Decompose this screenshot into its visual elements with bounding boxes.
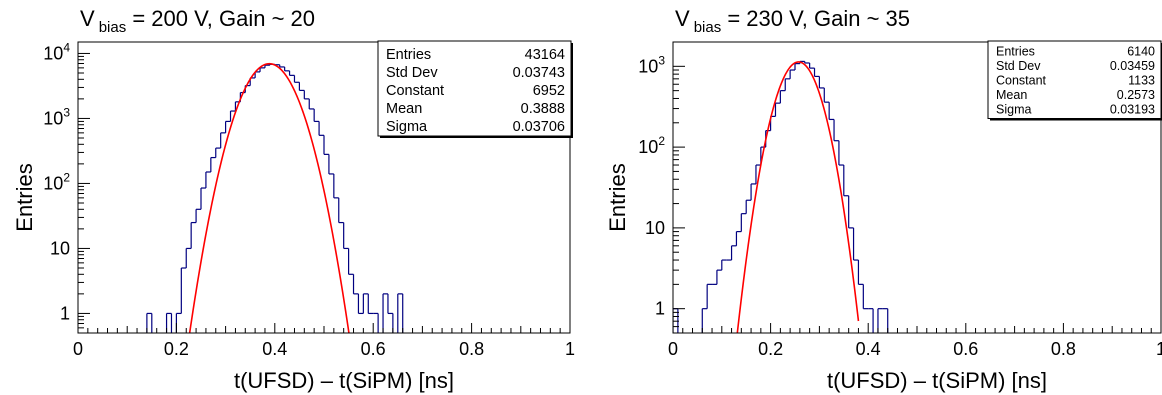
chart2-stats-label: Sigma <box>996 103 1031 117</box>
chart2-x-tick-label: 0.8 <box>1051 339 1076 359</box>
chart1-stats-value: 43164 <box>525 47 565 63</box>
chart1-stats-value: 0.03706 <box>513 119 565 135</box>
chart1-x-tick-label: 0.4 <box>262 339 287 359</box>
chart2-x-tick-label: 1 <box>1156 339 1162 359</box>
chart2-stats-label: Std Dev <box>996 59 1041 73</box>
chart2-fit-curve <box>736 61 860 333</box>
chart2-stats-label: Constant <box>996 74 1047 88</box>
chart2-stats-label: Entries <box>996 45 1035 59</box>
chart2-stats-value: 0.03193 <box>1110 103 1155 117</box>
chart1-y-axis-label: Entries <box>12 163 37 231</box>
chart2-x-tick-label: 0.2 <box>758 339 783 359</box>
chart1-x-tick-label: 0.6 <box>361 339 386 359</box>
chart2-stats-label: Mean <box>996 88 1027 102</box>
chart1-y-tick-label: 102 <box>43 170 70 193</box>
chart1-stats-label: Sigma <box>386 119 428 135</box>
chart1-y-tick-label: 10 <box>50 238 70 258</box>
chart2-x-tick-label: 0.6 <box>953 339 978 359</box>
chart2-stats-value: 1133 <box>1128 74 1155 88</box>
chart1-x-tick-label: 0 <box>73 339 83 359</box>
chart2-y-tick-label: 1 <box>655 299 665 319</box>
chart2-x-axis-label: t(UFSD) – t(SiPM) [ns] <box>827 368 1047 393</box>
chart2-y-tick-label: 102 <box>638 134 665 157</box>
chart1-stats-label: Std Dev <box>386 65 438 81</box>
chart1-x-axis-label: t(UFSD) – t(SiPM) [ns] <box>234 368 454 393</box>
chart2-x-tick-label: 0 <box>668 339 678 359</box>
chart2-stats-value: 6140 <box>1127 45 1155 59</box>
chart1-stats-value: 6952 <box>533 83 565 99</box>
chart1-y-tick-label: 1 <box>60 303 70 323</box>
chart1-stats-label: Entries <box>386 47 431 63</box>
chart1-plot-area <box>146 62 404 333</box>
chart2-plot-area <box>673 60 889 333</box>
chart2-y-tick-label: 10 <box>645 218 665 238</box>
chart1-stats-value: 0.03743 <box>513 65 565 81</box>
chart1-stats-label: Mean <box>386 101 422 117</box>
chart1-stats-box: Entries 43164 Std Dev 0.03743 Constant 6952 Me… <box>377 40 572 137</box>
chart2-stats-box: Entries 6140 Std Dev 0.03459 Constant 1133 Mea… <box>987 40 1162 119</box>
chart1-x-tick-label: 1 <box>565 339 575 359</box>
chart1-y-tick-label: 103 <box>43 105 70 128</box>
chart1-stats-label: Constant <box>386 83 444 99</box>
chart1-stats-value: 0.3888 <box>521 101 565 117</box>
chart2-y-axis-label: Entries <box>605 163 630 231</box>
chart1-y-tick-label: 104 <box>43 40 70 63</box>
chart1-x-tick-label: 0.8 <box>459 339 484 359</box>
chart1-x-tick-label: 0.2 <box>164 339 189 359</box>
chart2-stats-frame <box>987 40 1162 119</box>
chart2-y-tick-label: 103 <box>638 53 665 76</box>
chart1-stats-frame <box>377 40 572 137</box>
chart1-fit-curve <box>188 62 350 333</box>
chart2-stats-value: 0.2573 <box>1117 88 1155 102</box>
chart2-x-tick-label: 0.4 <box>856 339 881 359</box>
chart2-stats-value: 0.03459 <box>1110 59 1155 73</box>
